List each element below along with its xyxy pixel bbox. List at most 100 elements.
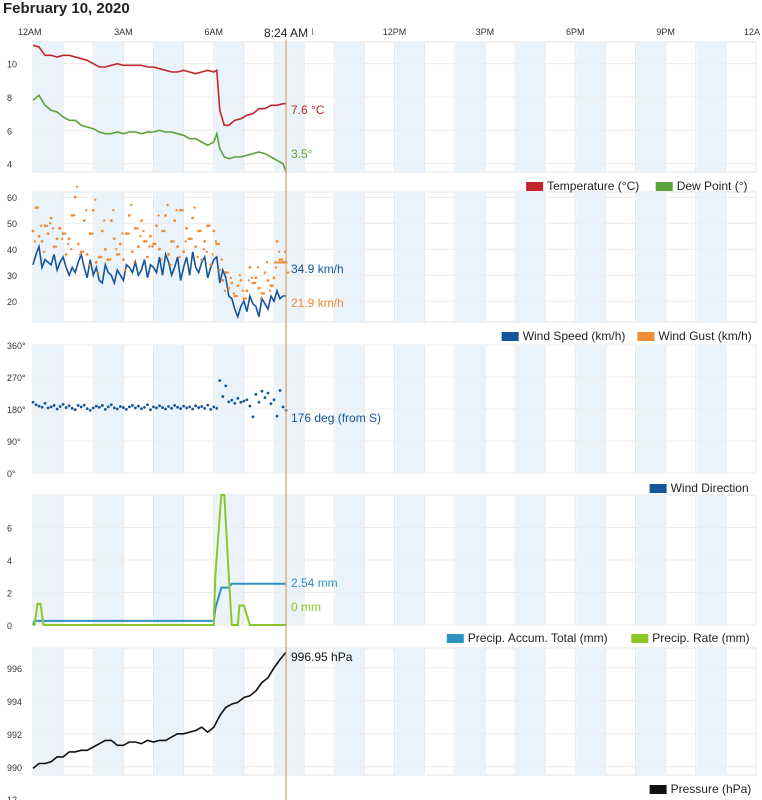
legend-swatch [637, 332, 655, 341]
data-point [181, 209, 184, 212]
data-point [224, 271, 228, 274]
data-point [43, 401, 47, 405]
legend-label: Wind Gust (km/h) [658, 329, 751, 343]
data-point [146, 255, 149, 259]
time-band [214, 648, 244, 775]
data-point [221, 395, 225, 398]
data-point [115, 253, 119, 256]
data-point [194, 404, 198, 408]
data-point [49, 216, 53, 220]
data-point [36, 206, 40, 209]
data-point [196, 255, 199, 259]
data-point [271, 284, 275, 287]
data-point [88, 409, 92, 412]
data-point [88, 232, 92, 236]
time-axis-label: 12AM [18, 27, 42, 37]
data-point [137, 404, 140, 408]
current-value-label: 3.5° [291, 147, 313, 161]
data-point [54, 245, 58, 248]
data-point [260, 389, 264, 393]
time-axis-label: 6AM [204, 27, 223, 37]
data-point [238, 274, 242, 277]
data-point [55, 407, 59, 411]
legend-label: Wind Speed (km/h) [523, 329, 626, 343]
time-band [696, 192, 726, 322]
data-point [197, 406, 201, 409]
data-point [254, 276, 258, 280]
data-point [229, 276, 233, 279]
current-time-label: 8:24 AM [264, 26, 308, 40]
data-point [193, 206, 196, 209]
time-band [455, 42, 485, 172]
data-point [127, 405, 131, 409]
data-point [52, 404, 56, 407]
data-point [124, 268, 127, 272]
data-point [127, 232, 130, 235]
data-point [260, 292, 264, 295]
time-band [94, 42, 124, 172]
y-tick-label: 30 [7, 271, 17, 281]
data-point [277, 250, 281, 253]
y-tick-label: 6 [7, 126, 12, 136]
current-value-label: 21.9 km/h [291, 296, 344, 310]
data-point [45, 224, 49, 227]
data-point [172, 240, 175, 243]
data-point [211, 253, 214, 256]
data-point [182, 404, 186, 408]
data-point [266, 391, 270, 395]
data-point [152, 242, 155, 246]
data-point [236, 396, 240, 400]
data-point [31, 400, 35, 404]
data-point [31, 229, 35, 233]
current-value-label: 176 deg (from S) [291, 411, 381, 425]
data-point [85, 407, 89, 411]
data-point [236, 284, 240, 287]
legend-swatch [649, 785, 667, 794]
data-point [280, 258, 284, 261]
data-point [109, 403, 113, 407]
data-point [137, 245, 140, 249]
data-point [46, 406, 50, 410]
time-axis-label: 9PM [656, 27, 675, 37]
series-line [32, 94, 287, 173]
data-point [161, 229, 164, 233]
data-point [250, 276, 254, 279]
data-point [121, 232, 124, 235]
data-point [217, 242, 220, 246]
time-band [576, 192, 606, 322]
time-axis-label: 12A [744, 27, 760, 37]
data-point [218, 268, 222, 272]
legend-label: Temperature (°C) [547, 179, 639, 193]
data-point [131, 250, 134, 254]
data-point [73, 408, 77, 412]
data-point [100, 229, 104, 233]
data-point [109, 258, 112, 261]
y-tick-label: 0° [7, 469, 16, 479]
time-band [395, 192, 425, 322]
current-time-bg [260, 24, 313, 40]
data-point [190, 237, 193, 240]
legend-label: Dew Point (°) [677, 179, 748, 193]
data-point [106, 258, 110, 261]
data-point [244, 297, 248, 300]
data-point [34, 403, 38, 407]
data-point [40, 405, 44, 409]
data-point [82, 403, 86, 407]
data-point [97, 255, 101, 259]
data-point [94, 260, 98, 264]
data-point [173, 219, 176, 223]
data-point [241, 289, 245, 292]
data-point [79, 250, 83, 254]
data-point [85, 253, 89, 256]
data-point [191, 407, 195, 411]
current-value-label: 996.95 hPa [291, 650, 353, 664]
series-line [33, 494, 287, 626]
data-point [103, 407, 107, 411]
data-point [263, 271, 267, 274]
series-line [32, 651, 287, 770]
page-title: February 10, 2020 [3, 0, 130, 17]
y-tick-label: 40 [7, 245, 17, 255]
data-point [209, 263, 213, 267]
data-point [278, 258, 282, 261]
